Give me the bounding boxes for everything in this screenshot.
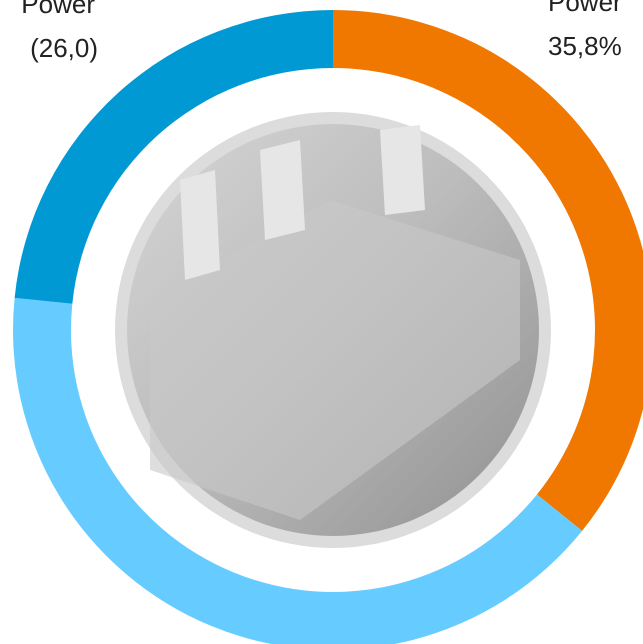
slice-label: Power xyxy=(21,0,95,19)
donut xyxy=(13,10,643,644)
slice xyxy=(14,10,334,304)
annotation: (26,0) xyxy=(30,33,98,63)
value-label: 35,8% xyxy=(548,31,622,61)
engine-detail xyxy=(180,125,425,280)
slice xyxy=(333,10,643,531)
slice xyxy=(13,297,583,644)
slice-label: Power xyxy=(548,0,622,17)
engine-shape xyxy=(150,200,520,520)
